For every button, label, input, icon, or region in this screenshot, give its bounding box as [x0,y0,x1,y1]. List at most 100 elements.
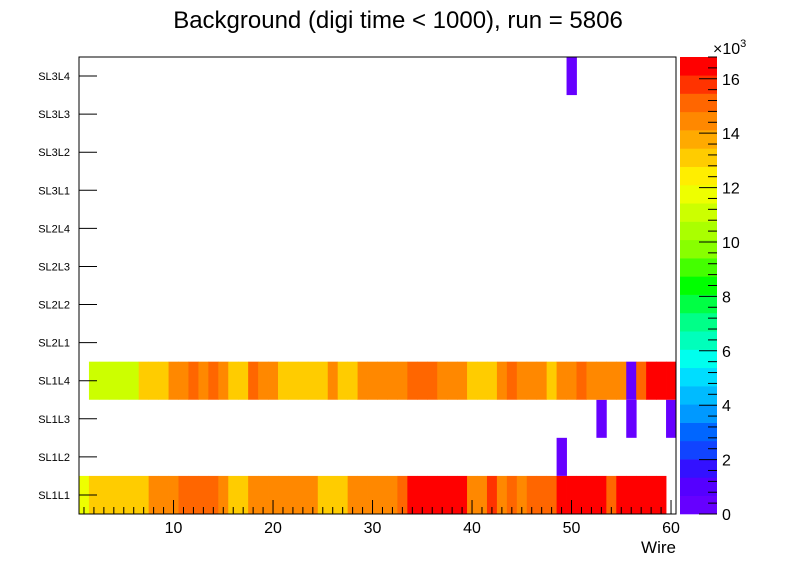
heatmap-cell [546,475,557,514]
heatmap-cell [636,361,647,400]
heatmap-cell [188,475,199,514]
palette-swatch [680,221,717,241]
palette-swatch [680,166,717,186]
heatmap-cell [148,361,159,400]
heatmap-cell [168,361,179,400]
heatmap-cell [566,475,577,514]
heatmap-cell [228,475,239,514]
y-tick-label: SL1L1 [38,490,70,502]
z-axis-multiplier-base: ×10 [713,41,740,58]
heatmap-cell [367,475,378,514]
heatmap-cell [526,475,538,514]
heatmap-cell [576,361,587,400]
heatmap-cell [666,361,677,400]
palette-swatch [680,404,717,423]
heatmap-cell [108,361,120,400]
heatmap-cell [118,361,130,400]
heatmap-cell [486,361,498,400]
heatmap-cell [158,361,169,400]
heatmap-cell [377,475,388,514]
heatmap-cell [297,361,309,400]
palette-swatch [680,440,717,460]
palette-swatch [680,258,717,277]
y-tick-label: SL3L2 [38,147,70,159]
heatmap-cell [178,361,189,400]
heatmap-cell [616,475,627,514]
heatmap-cell [576,475,587,514]
heatmap-cell [596,361,607,400]
x-tick-label: 10 [165,520,183,537]
heatmap-cell [556,361,567,400]
palette-swatch [680,386,717,405]
heatmap-cell [486,475,498,514]
x-tick-label: 40 [463,520,481,537]
palette-swatch [680,75,717,94]
heatmap-cell [626,475,637,514]
heatmap-cell [447,361,458,400]
plot-frame [78,56,677,515]
heatmap-cell [496,475,508,514]
heatmap-cell [337,361,349,400]
heatmap-cell [168,475,179,514]
z-tick-label: 12 [722,181,740,198]
heatmap-cell [198,361,209,400]
palette-swatch [680,276,717,295]
z-tick-label: 0 [722,507,731,524]
heatmap-cell [377,361,388,400]
heatmap-cell [278,361,289,400]
palette-swatch [680,148,717,167]
heatmap-cell [407,475,418,514]
heatmap-cell [307,475,319,514]
z-tick-label: 2 [722,453,731,470]
x-tick-label: 60 [662,520,680,537]
heatmap-cell [477,475,488,514]
heatmap-cell [218,361,229,400]
chart-title: Background (digi time < 1000), run = 580… [173,7,623,34]
heatmap-cell [646,361,657,400]
heatmap-cell [606,361,617,400]
heatmap-cell [427,361,438,400]
z-tick-label: 8 [722,289,731,306]
heatmap-cell [417,475,428,514]
y-tick-label: SL2L1 [38,338,70,350]
heatmap-cell [397,475,408,514]
heatmap-cell [327,475,339,514]
palette-swatch [680,349,717,369]
heatmap-cell [297,475,309,514]
heatmap-cell [516,361,528,400]
heatmap-cell [626,361,637,400]
heatmap-cell [317,361,329,400]
z-axis-multiplier-exponent: 3 [740,38,746,50]
z-axis: 0 2 4 6 8 10 12 14 16 [699,56,740,524]
palette-swatch [680,203,717,222]
heatmap-cell [268,361,279,400]
color-palette [680,57,717,515]
heatmap-cell [516,475,528,514]
heatmap-cell [347,361,358,400]
y-tick-label: SL1L4 [38,376,70,388]
y-tick-label: SL3L1 [38,185,70,197]
heatmap-cell [387,475,398,514]
heatmap-cell [138,361,150,400]
heatmap-cell [666,399,677,438]
heatmap-cell [158,475,169,514]
heatmap-cell [596,399,607,438]
y-tick-label: SL2L4 [38,223,70,235]
palette-swatch [680,294,717,314]
heatmap-cell [417,361,428,400]
heatmap-cell [646,475,657,514]
palette-swatch [680,239,717,259]
palette-swatch [680,331,717,350]
heatmap-cell [506,361,518,400]
heatmap-cell [108,475,120,514]
palette-swatch [680,459,717,478]
heatmap-cell [407,361,418,400]
heatmap-cell [606,475,617,514]
heatmap-cell [437,475,448,514]
heatmap-cell [118,475,130,514]
heatmap-cell [556,475,567,514]
z-axis-multiplier: ×103 [713,38,746,58]
heatmap-cell [656,475,667,514]
heatmap-cell [566,361,577,400]
